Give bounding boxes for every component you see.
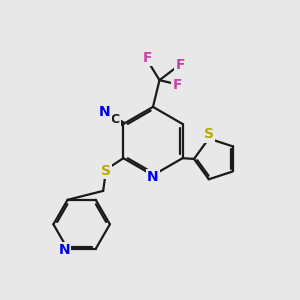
Text: N: N — [99, 105, 110, 119]
Text: N: N — [59, 243, 70, 257]
Text: F: F — [172, 78, 182, 92]
Text: C: C — [111, 112, 120, 125]
Text: N: N — [147, 170, 159, 184]
Text: F: F — [176, 58, 185, 72]
Text: F: F — [143, 51, 152, 65]
Text: S: S — [204, 128, 214, 141]
Text: S: S — [101, 164, 111, 178]
